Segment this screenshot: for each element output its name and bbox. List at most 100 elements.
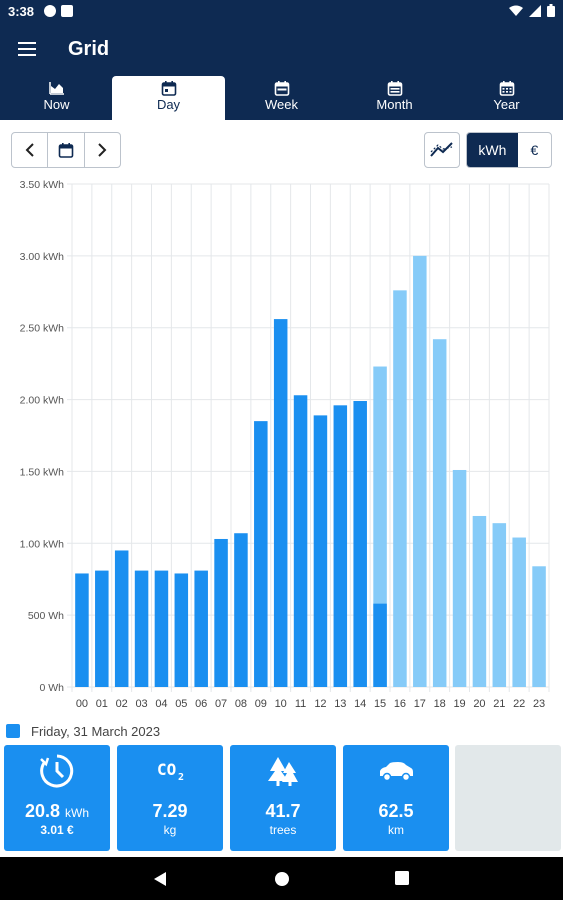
bar-forecast[interactable] xyxy=(393,290,407,687)
y-tick-label: 3.50 kWh xyxy=(20,179,65,191)
status-time: 3:38 xyxy=(8,4,35,19)
tab-label: Month xyxy=(376,97,413,112)
bar-actual[interactable] xyxy=(114,550,129,687)
menu-icon[interactable] xyxy=(18,42,36,56)
y-tick-label: 2.00 kWh xyxy=(20,395,65,407)
bar-forecast[interactable] xyxy=(492,523,507,687)
x-tick-label: 08 xyxy=(235,698,247,710)
co2-icon: CO 2 xyxy=(157,760,184,783)
y-tick-label: 3.00 kWh xyxy=(20,251,65,263)
tab-week[interactable]: Week xyxy=(225,76,338,120)
tab-now[interactable]: Now xyxy=(0,76,113,120)
unit-euro-button[interactable]: € xyxy=(530,142,539,158)
distance-unit: km xyxy=(388,823,404,837)
battery-icon xyxy=(547,4,555,17)
page-title: Grid xyxy=(68,38,110,60)
x-tick-label: 14 xyxy=(354,698,366,710)
bar-actual[interactable] xyxy=(95,570,109,687)
tab-month[interactable]: Month xyxy=(338,76,451,120)
energy-unit: kWh xyxy=(65,806,90,820)
y-tick-label: 0 Wh xyxy=(39,682,64,694)
clock-icon xyxy=(40,754,74,788)
legend-label: Friday, 31 March 2023 xyxy=(31,723,161,739)
calendar-icon xyxy=(387,81,402,96)
bar-actual[interactable] xyxy=(234,533,248,687)
app-bar: Grid xyxy=(0,24,563,76)
hourly-energy-chart: 0 Wh 500 Wh 1.00 kWh 1.50 kWh 2.00 kWh 2.50 k… xyxy=(20,179,550,710)
wifi-icon xyxy=(509,5,523,16)
x-tick-label: 13 xyxy=(334,698,346,710)
bar-forecast[interactable] xyxy=(472,515,487,687)
legend-swatch xyxy=(6,724,20,738)
x-tick-label: 17 xyxy=(414,698,426,710)
x-tick-label: 03 xyxy=(135,698,147,710)
bars xyxy=(75,255,546,687)
bar-actual[interactable] xyxy=(174,573,189,687)
date-picker-button[interactable] xyxy=(48,133,85,167)
line-chart-icon xyxy=(430,142,453,157)
x-tick-label: 23 xyxy=(533,698,545,710)
bar-actual[interactable] xyxy=(313,415,328,687)
compare-chart-button[interactable] xyxy=(424,132,460,168)
distance-tile[interactable]: 62.5 km xyxy=(343,745,449,851)
bar-actual[interactable] xyxy=(353,401,367,687)
bar-forecast[interactable] xyxy=(532,566,546,687)
svg-text:CO: CO xyxy=(157,760,176,779)
recents-icon[interactable] xyxy=(395,871,409,885)
bar-actual[interactable] xyxy=(254,421,268,687)
x-tick-label: 11 xyxy=(295,698,306,710)
x-tick-label: 21 xyxy=(493,698,505,710)
tab-day[interactable]: Day xyxy=(112,76,225,120)
bar-forecast[interactable] xyxy=(413,255,427,687)
y-axis-ticks: 0 Wh 500 Wh 1.00 kWh 1.50 kWh 2.00 kWh 2.50 k… xyxy=(20,179,65,694)
y-tick-label: 1.50 kWh xyxy=(20,466,65,478)
x-tick-label: 20 xyxy=(473,698,485,710)
bar-actual[interactable] xyxy=(373,603,387,687)
bar-actual[interactable] xyxy=(333,405,348,687)
x-tick-label: 00 xyxy=(76,698,88,710)
date-navigator xyxy=(11,132,121,168)
bar-forecast[interactable] xyxy=(512,537,526,687)
calendar-icon xyxy=(499,81,514,96)
notification-icons xyxy=(44,5,73,17)
trees-tile[interactable]: 41.7 trees xyxy=(230,745,336,851)
app-notification-icon xyxy=(44,5,56,17)
bar-forecast[interactable] xyxy=(452,469,467,687)
bar-actual[interactable] xyxy=(134,570,149,687)
area-chart-icon xyxy=(48,82,64,95)
x-tick-label: 01 xyxy=(96,698,108,710)
bar-actual[interactable] xyxy=(293,395,308,687)
bar-actual[interactable] xyxy=(194,570,208,687)
previous-day-button[interactable] xyxy=(12,133,49,167)
energy-tile[interactable]: 20.8 kWh 3.01 € xyxy=(4,745,110,851)
tab-label: Year xyxy=(493,97,520,112)
bar-actual[interactable] xyxy=(75,573,89,687)
trees-icon xyxy=(268,757,298,786)
next-day-button[interactable] xyxy=(85,133,120,167)
tab-label: Week xyxy=(265,97,298,112)
trees-unit: trees xyxy=(269,823,297,837)
bar-actual[interactable] xyxy=(154,570,169,687)
bar-actual[interactable] xyxy=(214,538,228,687)
bar-actual[interactable] xyxy=(273,319,288,687)
chevron-right-icon xyxy=(98,143,107,157)
unit-toggle: kWh € xyxy=(466,132,552,168)
energy-cost: 3.01 € xyxy=(40,823,74,837)
co2-tile[interactable]: CO 2 7.29 kg xyxy=(117,745,223,851)
co2-unit: kg xyxy=(163,823,177,837)
trees-value: 41.7 xyxy=(265,801,301,821)
tab-year[interactable]: Year xyxy=(450,76,563,120)
x-tick-label: 10 xyxy=(275,698,287,710)
x-tick-label: 04 xyxy=(155,698,167,710)
unit-kwh-button[interactable]: kWh xyxy=(467,133,518,167)
y-tick-label: 1.00 kWh xyxy=(20,538,65,550)
period-tabs: Now Day Week Month xyxy=(0,76,563,120)
x-tick-label: 07 xyxy=(215,698,227,710)
home-icon[interactable] xyxy=(274,871,290,887)
bar-forecast[interactable] xyxy=(432,339,447,687)
svg-text:2: 2 xyxy=(178,772,184,783)
x-tick-label: 12 xyxy=(314,698,326,710)
back-icon[interactable] xyxy=(153,871,167,887)
y-tick-label: 2.50 kWh xyxy=(20,323,65,335)
calendar-icon xyxy=(274,81,289,96)
